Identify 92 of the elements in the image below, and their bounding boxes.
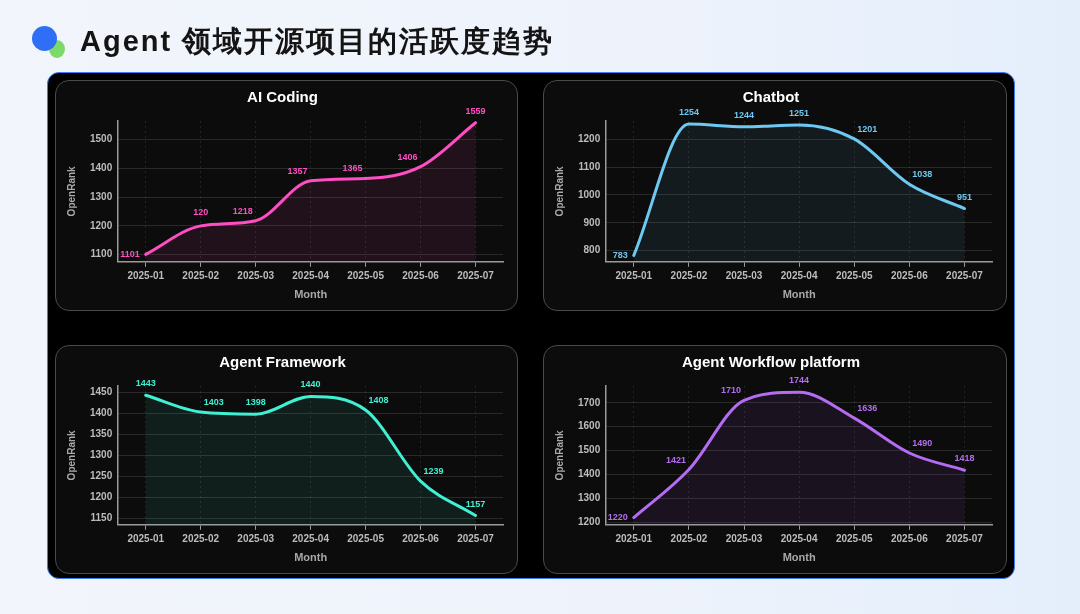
chart-title: Agent Framework bbox=[219, 353, 347, 371]
x-tick-label: 2025-04 bbox=[292, 269, 330, 281]
x-tick-label: 2025-05 bbox=[835, 269, 874, 281]
data-label: 1254 bbox=[678, 107, 699, 118]
x-tick-label: 2025-07 bbox=[946, 532, 984, 544]
x-tick-label: 2025-06 bbox=[890, 269, 929, 281]
x-tick-label: 2025-06 bbox=[402, 269, 440, 281]
x-axis-title: Month bbox=[782, 551, 816, 564]
x-tick-label: 2025-03 bbox=[725, 269, 763, 281]
y-tick-label: 1150 bbox=[90, 512, 113, 524]
x-tick-label: 2025-03 bbox=[725, 532, 763, 544]
y-tick-label: 800 bbox=[583, 244, 601, 256]
x-tick-label: 2025-02 bbox=[182, 269, 220, 281]
x-tick-label: 2025-01 bbox=[615, 269, 653, 281]
x-tick-label: 2025-06 bbox=[402, 532, 440, 544]
data-label: 1239 bbox=[423, 466, 444, 477]
x-tick-label: 2025-04 bbox=[780, 532, 818, 544]
data-label: 1710 bbox=[720, 385, 742, 396]
data-label: 1101 bbox=[120, 248, 140, 259]
x-tick-label: 2025-02 bbox=[182, 532, 220, 544]
y-tick-label: 1450 bbox=[90, 386, 113, 398]
x-axis-title: Month bbox=[294, 288, 328, 301]
data-label: 1403 bbox=[203, 397, 224, 408]
y-axis-title: OpenRank bbox=[65, 165, 77, 217]
x-tick-label: 2025-02 bbox=[670, 269, 708, 281]
data-label: 1244 bbox=[734, 109, 755, 120]
data-label: 951 bbox=[956, 191, 972, 202]
x-tick-label: 2025-01 bbox=[615, 532, 653, 544]
y-tick-label: 1100 bbox=[90, 248, 113, 260]
y-axis-title: OpenRank bbox=[553, 165, 565, 217]
y-tick-label: 1200 bbox=[90, 491, 113, 503]
data-label: 1365 bbox=[342, 163, 363, 174]
x-tick-label: 2025-04 bbox=[780, 269, 818, 281]
y-tick-label: 1500 bbox=[90, 133, 113, 145]
y-tick-label: 1400 bbox=[90, 162, 113, 174]
x-tick-label: 2025-04 bbox=[292, 532, 330, 544]
x-tick-label: 2025-03 bbox=[237, 269, 275, 281]
data-label: 1038 bbox=[912, 169, 933, 180]
x-tick-label: 2025-07 bbox=[457, 269, 495, 281]
data-label: 1421 bbox=[665, 454, 686, 465]
y-tick-label: 1000 bbox=[578, 188, 601, 200]
y-tick-label: 1500 bbox=[578, 444, 601, 456]
y-tick-label: 1350 bbox=[90, 428, 113, 440]
y-tick-label: 1300 bbox=[578, 492, 601, 504]
y-tick-label: 1200 bbox=[578, 132, 601, 144]
y-axis-title: OpenRank bbox=[553, 429, 565, 481]
chart-title: Chatbot bbox=[742, 88, 800, 106]
x-tick-label: 2025-07 bbox=[946, 269, 984, 281]
y-tick-label: 1700 bbox=[578, 396, 601, 408]
y-tick-label: 1250 bbox=[90, 470, 113, 482]
data-label: 1408 bbox=[368, 394, 389, 405]
data-label: 1357 bbox=[287, 165, 308, 176]
data-label: 1251 bbox=[789, 107, 810, 118]
x-tick-label: 2025-05 bbox=[347, 269, 385, 281]
data-label: 783 bbox=[612, 249, 628, 260]
chart-title: Agent Workflow platform bbox=[681, 353, 861, 371]
data-label: 1218 bbox=[232, 205, 253, 216]
data-label: 1418 bbox=[954, 453, 975, 464]
y-tick-label: 900 bbox=[583, 216, 601, 228]
y-tick-label: 1200 bbox=[90, 219, 113, 231]
y-tick-label: 1300 bbox=[90, 190, 113, 202]
data-label: 1157 bbox=[465, 498, 486, 509]
annotation: 120 bbox=[193, 206, 209, 217]
x-tick-label: 2025-01 bbox=[127, 269, 165, 281]
x-tick-label: 2025-03 bbox=[237, 532, 275, 544]
y-tick-label: 1400 bbox=[90, 407, 113, 419]
data-label: 1636 bbox=[857, 403, 878, 414]
chart-title: AI Coding bbox=[247, 88, 318, 106]
x-tick-label: 2025-07 bbox=[457, 532, 495, 544]
y-tick-label: 1100 bbox=[578, 160, 601, 172]
x-axis-title: Month bbox=[294, 551, 328, 564]
data-label: 1744 bbox=[789, 375, 810, 386]
x-tick-label: 2025-01 bbox=[127, 532, 165, 544]
x-tick-label: 2025-05 bbox=[835, 532, 874, 544]
x-tick-label: 2025-05 bbox=[347, 532, 385, 544]
data-label: 1490 bbox=[912, 437, 933, 448]
data-label: 1220 bbox=[607, 512, 628, 523]
y-axis-title: OpenRank bbox=[65, 429, 77, 481]
data-label: 1440 bbox=[300, 379, 321, 390]
text: Agent 领域开源项目的活跃度趋势 bbox=[80, 24, 555, 59]
data-label: 1406 bbox=[397, 151, 418, 162]
y-tick-label: 1600 bbox=[578, 420, 601, 432]
data-label: 1398 bbox=[245, 397, 266, 408]
y-tick-label: 1300 bbox=[90, 449, 113, 461]
x-tick-label: 2025-02 bbox=[670, 532, 708, 544]
data-label: 1559 bbox=[465, 105, 486, 116]
x-tick-label: 2025-06 bbox=[890, 532, 929, 544]
x-axis-title: Month bbox=[782, 288, 816, 301]
y-tick-label: 1200 bbox=[578, 516, 601, 528]
data-label: 1443 bbox=[135, 378, 156, 389]
y-tick-label: 1400 bbox=[578, 468, 601, 480]
data-label: 1201 bbox=[857, 123, 878, 134]
